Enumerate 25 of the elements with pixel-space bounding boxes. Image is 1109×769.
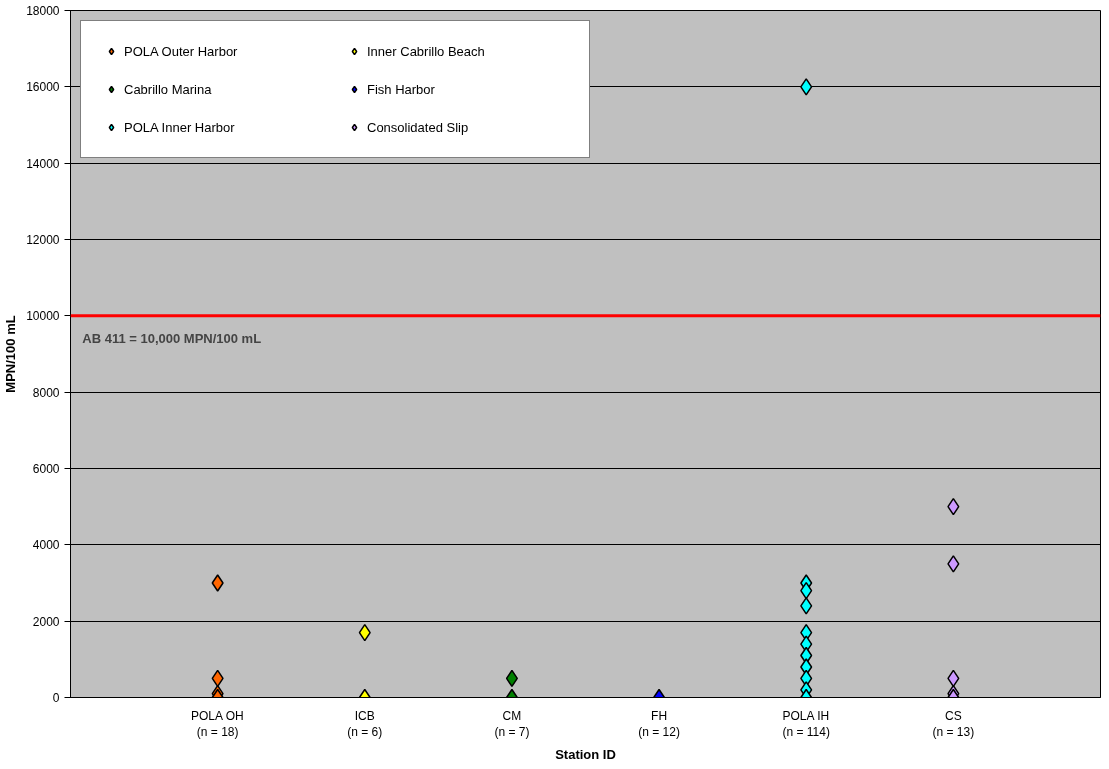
y-tick-label: 8000 — [32, 385, 60, 400]
y-tick-label: 16000 — [26, 80, 60, 95]
legend-label: Cabrillo Marina — [124, 81, 213, 97]
y-tick-label: 4000 — [32, 538, 60, 553]
y-tick-label: 12000 — [26, 233, 60, 247]
x-axis-title: Station ID — [555, 747, 616, 763]
y-tick-label: 18000 — [26, 4, 60, 18]
y-tick-label: 10000 — [26, 309, 60, 324]
ref-line-label: AB 411 = 10,000 MPN/100 mL — [82, 330, 262, 346]
x-tick-label: ICB (n = 6) — [347, 708, 383, 740]
x-tick-label: POLA IH (n = 114) — [782, 708, 830, 740]
legend-label: POLA Inner Harbor — [124, 119, 236, 135]
y-tick-label: 2000 — [32, 614, 60, 629]
x-tick-label: FH (n = 12) — [638, 708, 680, 740]
x-tick-label: CM (n = 7) — [494, 708, 530, 740]
legend-label: POLA Outer Harbor — [124, 43, 239, 59]
legend-label: Inner Cabrillo Beach — [367, 43, 486, 59]
legend-label: Fish Harbor — [367, 81, 436, 97]
legend-label: Consolidated Slip — [367, 119, 470, 135]
x-tick-label: POLA OH (n = 18) — [190, 708, 244, 740]
y-tick-label: 14000 — [26, 156, 60, 171]
y-tick-label: 6000 — [32, 462, 60, 476]
y-axis-title: MPN/100 mL — [3, 315, 19, 393]
y-tick-label: 0 — [52, 691, 60, 705]
x-tick-label: CS (n = 13) — [932, 708, 975, 740]
